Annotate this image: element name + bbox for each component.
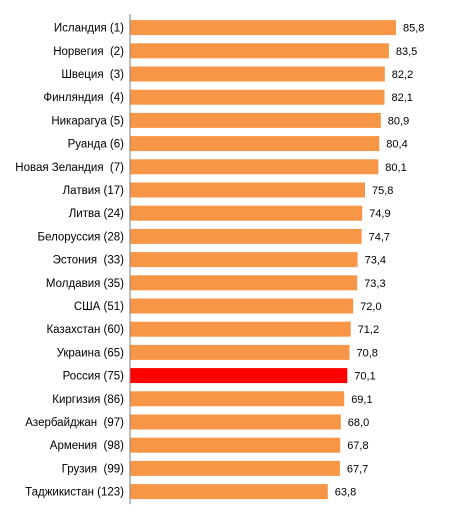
category-label: Финляндия (4) bbox=[43, 92, 124, 104]
value-label: 70,1 bbox=[354, 371, 375, 383]
value-label: 74,7 bbox=[369, 231, 390, 243]
value-label: 82,2 bbox=[392, 69, 413, 81]
category-label: США (51) bbox=[74, 301, 124, 313]
bar bbox=[130, 159, 379, 175]
category-label: Исландия (1) bbox=[54, 23, 124, 35]
value-label: 73,4 bbox=[365, 255, 386, 267]
category-label: Россия (75) bbox=[63, 371, 125, 383]
bar bbox=[130, 391, 345, 407]
bar bbox=[130, 460, 340, 476]
category-label: Белоруссия (28) bbox=[38, 231, 125, 243]
bar bbox=[130, 182, 365, 198]
bar bbox=[130, 136, 380, 152]
value-label: 67,7 bbox=[347, 463, 368, 475]
value-label: 70,8 bbox=[357, 347, 378, 359]
bar bbox=[130, 20, 396, 36]
value-label: 83,5 bbox=[396, 46, 417, 58]
value-label: 75,8 bbox=[372, 185, 393, 197]
value-label: 69,1 bbox=[351, 394, 372, 406]
category-label: Молдавия (35) bbox=[46, 278, 124, 290]
category-label: Новая Зеландия (7) bbox=[15, 162, 124, 174]
value-labels: 85,8 83,5 82,2 82,1 80,9 80,4 80,1 75,8 74,9 74,7… bbox=[335, 23, 425, 499]
value-label: 74,9 bbox=[369, 208, 390, 220]
category-label: Руанда (6) bbox=[68, 139, 125, 151]
bar bbox=[130, 252, 358, 268]
category-label: Латвия (17) bbox=[63, 185, 125, 197]
value-label: 68,0 bbox=[348, 417, 369, 429]
bars-group bbox=[130, 20, 396, 500]
bar bbox=[130, 66, 385, 82]
bar bbox=[130, 437, 341, 453]
category-label: Украина (65) bbox=[57, 347, 125, 359]
bar bbox=[130, 321, 351, 337]
category-label: Норвегия (2) bbox=[53, 46, 124, 58]
value-label: 67,8 bbox=[347, 440, 368, 452]
value-label: 82,1 bbox=[392, 92, 413, 104]
category-label: Киргизия (86) bbox=[52, 394, 124, 406]
category-label: Эстония (33) bbox=[53, 255, 125, 267]
category-label: Казахстан (60) bbox=[46, 324, 124, 336]
category-label: Азербайджан (97) bbox=[25, 417, 124, 429]
bar bbox=[130, 344, 350, 360]
value-label: 63,8 bbox=[335, 487, 356, 499]
bar bbox=[130, 112, 381, 128]
category-labels: Исландия (1) Норвегия (2) Швеция (3) Финлян… bbox=[15, 23, 124, 499]
bar bbox=[130, 484, 328, 500]
category-label: Никарагуа (5) bbox=[51, 115, 124, 127]
value-label: 80,1 bbox=[385, 162, 406, 174]
bar bbox=[130, 205, 363, 221]
bar bbox=[130, 228, 362, 244]
value-label: 71,2 bbox=[358, 324, 379, 336]
bar bbox=[130, 414, 341, 430]
bar-highlight bbox=[130, 368, 348, 384]
bar bbox=[130, 43, 389, 59]
value-label: 73,3 bbox=[364, 278, 385, 290]
value-label: 85,8 bbox=[403, 23, 424, 35]
category-label: Литва (24) bbox=[69, 208, 124, 220]
category-label: Швеция (3) bbox=[61, 69, 124, 81]
category-label: Грузия (99) bbox=[62, 463, 125, 475]
value-label: 72,0 bbox=[360, 301, 381, 313]
bar bbox=[130, 298, 354, 314]
value-label: 80,4 bbox=[386, 139, 407, 151]
category-label: Таджикистан (123) bbox=[25, 487, 124, 499]
category-label: Армения (98) bbox=[50, 440, 124, 452]
bar bbox=[130, 89, 385, 105]
value-label: 80,9 bbox=[388, 115, 409, 127]
bar bbox=[130, 275, 358, 291]
